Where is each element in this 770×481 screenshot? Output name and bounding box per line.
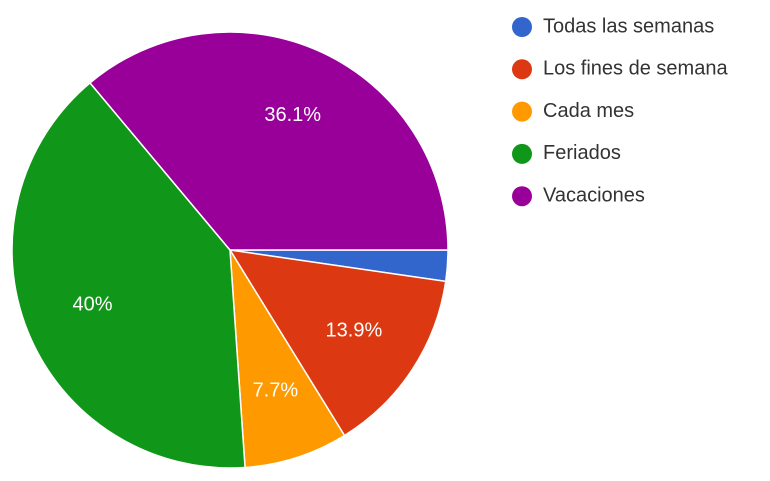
legend-text: Vacaciones [543, 184, 645, 206]
slice-label: 13.9% [326, 320, 383, 342]
pie-slice [228, 249, 447, 437]
legend-text: Todas las semanas [543, 15, 714, 37]
pie-slice [88, 31, 449, 251]
legend-text: Cada mes [543, 100, 634, 122]
pie-slice [11, 81, 246, 469]
legend-swatch [512, 143, 532, 164]
slice-label: 40% [72, 294, 112, 316]
pie-slice [229, 249, 346, 469]
legend-swatch [512, 101, 532, 122]
legend-swatch [512, 17, 532, 37]
legend-text: Feriados [543, 142, 621, 164]
slice-label: 36.1% [264, 104, 321, 126]
slice-label: 7.7% [253, 379, 299, 401]
legend-swatch [512, 186, 532, 207]
legend-text: Los fines de semana [543, 58, 728, 80]
legend-swatch [512, 59, 532, 80]
